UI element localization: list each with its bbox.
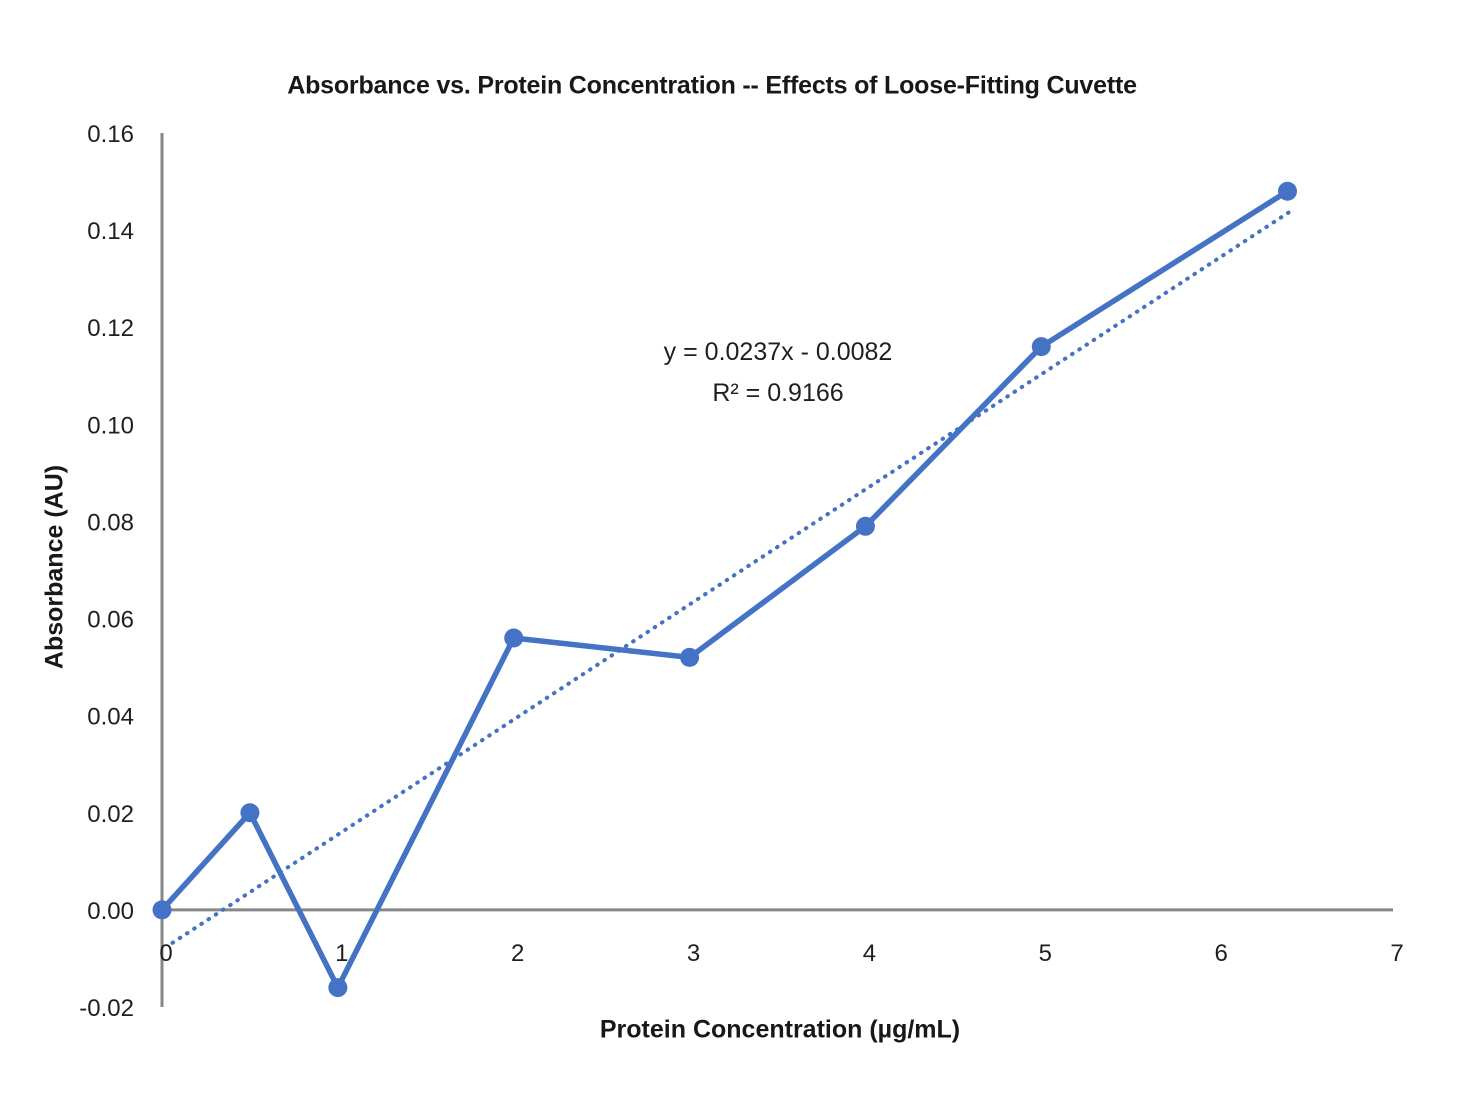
chart-title: Absorbance vs. Protein Concentration -- … <box>287 71 1137 100</box>
trendline-r-squared-text: R² = 0.9166 <box>712 379 844 407</box>
data-point-marker <box>240 803 260 823</box>
y-tick-label: 0.02 <box>87 801 134 828</box>
data-point-marker <box>1031 337 1051 357</box>
x-tick-label: 1 <box>335 940 348 967</box>
x-tick-label: 4 <box>863 940 876 967</box>
y-tick-label: 0.10 <box>87 412 134 439</box>
trendline-annotation: y = 0.0237x - 0.0082 R² = 0.9166 <box>664 332 893 414</box>
y-tick-label: 0.14 <box>87 218 134 245</box>
y-tick-label: 0.04 <box>87 704 134 731</box>
y-tick-label: 0.08 <box>87 509 134 536</box>
data-series-line <box>159 188 1291 991</box>
data-point-marker <box>1277 181 1297 201</box>
x-axis-title: Protein Concentration (µg/mL) <box>599 1015 961 1044</box>
data-point-marker <box>152 900 172 920</box>
x-tick-label: 3 <box>687 940 700 967</box>
trendline <box>170 208 1294 945</box>
y-tick-label: 0.06 <box>87 607 134 634</box>
y-tick-label: -0.02 <box>79 995 134 1022</box>
trendline-equation-text: y = 0.0237x - 0.0082 <box>663 338 893 366</box>
data-point-marker <box>504 628 524 648</box>
y-axis-title: Absorbance (AU) <box>40 464 69 670</box>
data-point-marker <box>680 647 700 667</box>
x-tick-label: 2 <box>511 940 524 967</box>
x-tick-label: 7 <box>1390 940 1403 967</box>
x-tick-label: 0 <box>159 940 172 967</box>
data-point-marker <box>855 516 875 536</box>
y-tick-label: 0.16 <box>87 121 134 148</box>
x-tick-label: 5 <box>1039 940 1052 967</box>
data-point-marker <box>328 978 348 998</box>
y-tick-label: 0.00 <box>87 898 134 925</box>
x-tick-label: 6 <box>1214 940 1227 967</box>
y-tick-label: 0.12 <box>87 315 134 342</box>
